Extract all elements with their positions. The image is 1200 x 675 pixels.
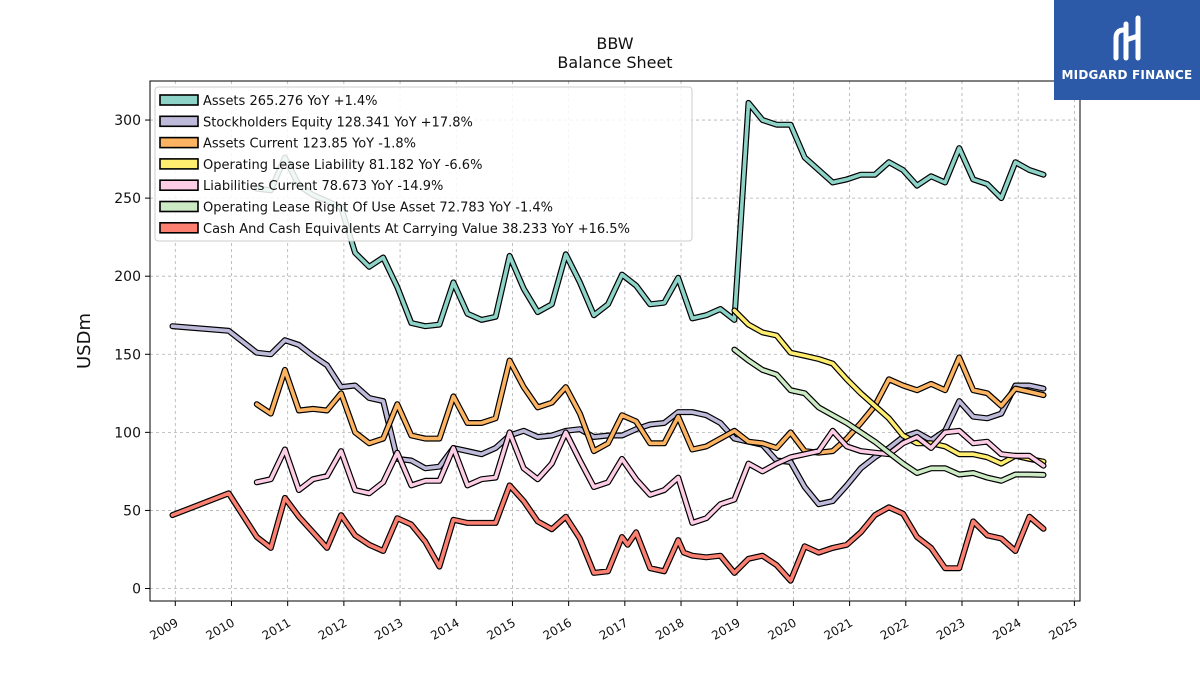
- x-tick-label: 2012: [316, 615, 349, 642]
- series-operating-lease-right-of-use-asset: [731, 346, 1047, 484]
- series-line: [732, 308, 1046, 466]
- legend-swatch: [159, 222, 199, 234]
- legend-item: Operating Lease Right Of Use Asset 72.78…: [159, 200, 553, 216]
- y-tick-label: 200: [114, 269, 141, 285]
- y-tick-label: 100: [114, 425, 141, 441]
- series-line: [255, 101, 1046, 328]
- legend-swatch: [159, 179, 199, 191]
- x-tick-label: 2024: [990, 615, 1023, 642]
- series-line: [255, 429, 1046, 525]
- x-tick-label: 2021: [822, 615, 855, 642]
- legend-swatch: [159, 136, 199, 149]
- brand-logo: MIDGARD FINANCE: [1054, 0, 1200, 100]
- x-tick-label: 2022: [878, 615, 911, 642]
- legend-item: Liabilities Current 78.673 YoY -14.9%: [159, 179, 443, 194]
- legend-swatch: [159, 115, 199, 128]
- legend-item: Operating Lease Liability 81.182 YoY -6.…: [159, 158, 482, 173]
- series-cash-and-cash-equivalents-at-carrying-value: [169, 482, 1047, 584]
- legend-box: [154, 86, 693, 242]
- series-line: [255, 355, 1046, 455]
- series-lines: [169, 99, 1047, 584]
- legend-swatch: [159, 158, 199, 170]
- x-tick-label: 2010: [204, 615, 237, 642]
- midgard-logo-icon: [1113, 15, 1141, 61]
- y-tick-label: 0: [132, 582, 141, 598]
- series-operating-lease-liability: [731, 307, 1047, 467]
- x-tick-label: 2025: [1046, 615, 1079, 642]
- plot-frame: [149, 80, 1081, 602]
- series-assets: [253, 99, 1047, 330]
- y-axis-label: USDm: [74, 313, 95, 369]
- x-tick-label: 2013: [372, 615, 405, 642]
- x-tick-label: 2017: [597, 615, 630, 642]
- x-tick-label: 2009: [147, 615, 180, 642]
- y-tick-label: 150: [114, 347, 141, 363]
- legend-item: Cash And Cash Equivalents At Carrying Va…: [159, 222, 630, 237]
- x-tick-label: 2015: [484, 615, 517, 642]
- logo-text: MIDGARD FINANCE: [1061, 68, 1193, 82]
- x-tick-label: 2018: [653, 615, 686, 642]
- legend-swatch: [159, 94, 199, 106]
- series-line: [170, 483, 1046, 583]
- legend-label: Operating Lease Liability 81.182 YoY -6.…: [203, 158, 482, 173]
- x-tick-label: 2014: [428, 615, 461, 642]
- x-tick-label: 2023: [934, 615, 967, 642]
- series-liabilities-current: [253, 427, 1047, 526]
- legend-label: Cash And Cash Equivalents At Carrying Va…: [203, 222, 630, 237]
- legend-label: Liabilities Current 78.673 YoY -14.9%: [203, 179, 443, 194]
- legend: Assets 265.276 YoY +1.4% Stockholders Equ…: [154, 86, 693, 242]
- x-tick-label: 2020: [765, 615, 798, 642]
- x-tick-label: 2011: [260, 615, 293, 642]
- x-tick-label: 2016: [541, 615, 574, 642]
- legend-label: Assets Current 123.85 YoY -1.8%: [203, 137, 416, 152]
- legend-item: Assets Current 123.85 YoY -1.8%: [159, 136, 416, 152]
- legend-item: Assets 265.276 YoY +1.4%: [159, 94, 378, 109]
- chart-subtitle: Balance Sheet: [557, 53, 673, 72]
- chart-title: BBW: [596, 34, 634, 53]
- legend-label: Operating Lease Right Of Use Asset 72.78…: [203, 201, 553, 216]
- x-tick-label: 2019: [709, 615, 742, 642]
- legend-swatch: [159, 200, 199, 213]
- legend-label: Stockholders Equity 128.341 YoY +17.8%: [203, 115, 473, 130]
- y-tick-label: 300: [114, 113, 141, 129]
- series-assets-current: [253, 354, 1047, 456]
- legend-item: Stockholders Equity 128.341 YoY +17.8%: [159, 115, 473, 130]
- legend-label: Assets 265.276 YoY +1.4%: [203, 94, 378, 109]
- y-tick-label: 250: [114, 191, 141, 207]
- y-tick-label: 50: [123, 503, 141, 519]
- series-line: [732, 347, 1046, 483]
